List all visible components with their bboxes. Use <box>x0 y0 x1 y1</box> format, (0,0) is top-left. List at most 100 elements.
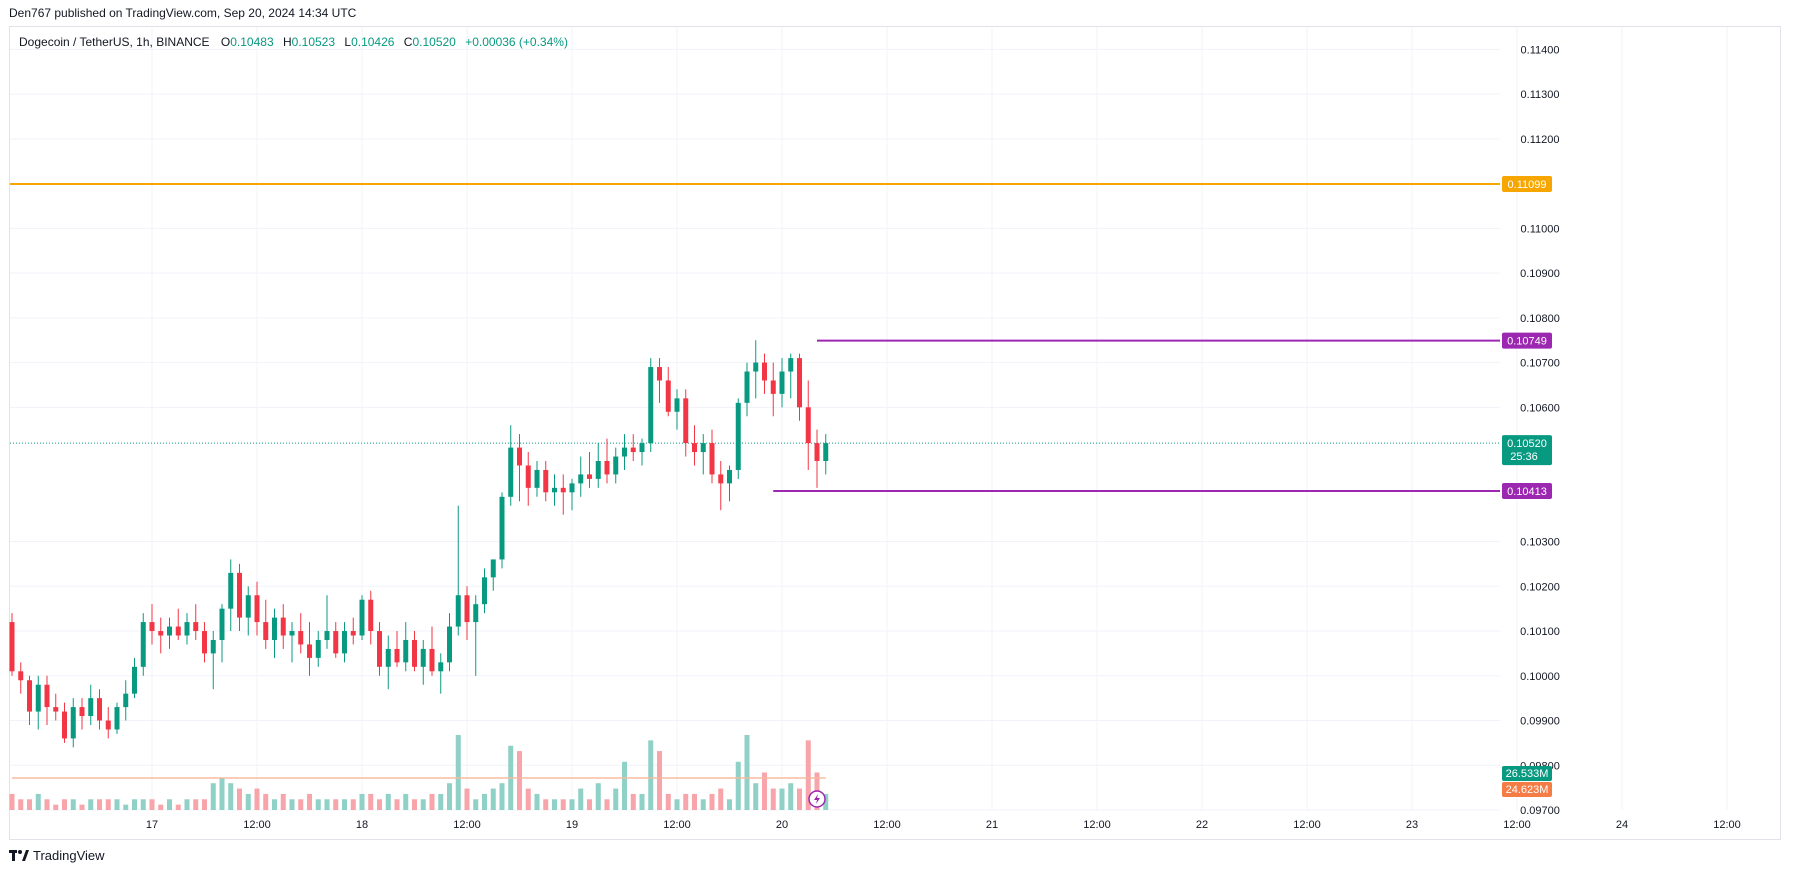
volume-bar <box>657 751 662 810</box>
candle-body <box>88 698 94 717</box>
volume-bar <box>35 793 41 810</box>
candle-body <box>482 577 487 605</box>
price-tick-label: 0.09700 <box>1520 805 1560 817</box>
candle-body <box>175 626 181 636</box>
candle-body <box>368 599 374 632</box>
volume-bar <box>114 799 120 810</box>
candle-body <box>779 371 785 394</box>
candle-body <box>9 622 15 672</box>
volume-tag <box>1502 782 1552 797</box>
time-axis: 17 12:00 18 12:00 19 12:00 20 12:00 21 12:00 22 12:… <box>146 819 1741 831</box>
price-tick-label: 0.09900 <box>1520 716 1560 728</box>
candle-body <box>184 622 190 636</box>
candle-body <box>79 707 85 717</box>
candle-body <box>237 572 242 618</box>
volume-bar <box>167 799 172 810</box>
resistance-value: 0.11099 <box>1508 179 1547 191</box>
tradingview-brand[interactable]: TradingView <box>9 848 105 863</box>
candle-body <box>315 639 321 658</box>
volume-bar <box>123 804 129 810</box>
candle-body <box>630 447 636 453</box>
volume-bar <box>97 799 102 810</box>
candle-body <box>814 443 820 462</box>
candle-body <box>490 559 496 578</box>
volume-bar <box>718 788 724 810</box>
volume-bar <box>779 788 785 810</box>
volume-bar <box>700 799 706 810</box>
volume-bar <box>193 799 199 810</box>
volume-bar <box>79 804 85 810</box>
candle-body <box>709 443 715 475</box>
close-label: C <box>403 35 413 49</box>
volume-bar <box>805 740 811 810</box>
candle-body <box>700 443 706 453</box>
low-value: 0.10426 <box>351 35 395 49</box>
price-tick-label: 0.10300 <box>1520 537 1560 549</box>
candle-body <box>35 684 41 712</box>
resistance-tag <box>1502 176 1552 193</box>
volume-bar <box>552 799 557 810</box>
time-tick-label: 23 <box>1406 819 1418 831</box>
candle-body <box>167 626 172 636</box>
volume-bar <box>639 793 645 810</box>
candle-body <box>665 380 671 412</box>
volume-bar <box>403 793 409 810</box>
candle-body <box>114 707 120 730</box>
price-tick-label: 0.11400 <box>1521 44 1560 56</box>
candle-body <box>438 662 444 672</box>
candle-body <box>753 362 759 372</box>
symbol-name[interactable]: Dogecoin / TetherUS, 1h, BINANCE <box>19 35 210 49</box>
price-tick-label: 0.10200 <box>1520 581 1560 593</box>
candle-body <box>359 599 365 636</box>
candle-body <box>62 711 67 739</box>
candle-body <box>534 469 540 488</box>
volume-bar <box>62 799 67 810</box>
volume-value: 26.533M <box>1506 768 1549 780</box>
candle-body <box>210 639 216 654</box>
volume-bar <box>298 799 304 810</box>
volume-bar <box>665 793 671 810</box>
volume-bar <box>683 793 689 810</box>
candle-body <box>823 443 829 462</box>
candle-body <box>657 367 662 381</box>
candle-body <box>447 626 452 663</box>
levels <box>10 183 1500 492</box>
volume-bar <box>272 799 277 810</box>
volume-bar <box>140 799 146 810</box>
volume-bar <box>753 783 759 810</box>
volume-bar <box>9 793 15 810</box>
candle-body <box>797 358 802 408</box>
volume-bar <box>464 788 470 810</box>
open-label: O <box>220 35 231 49</box>
candle-body <box>105 720 111 730</box>
candle-body <box>193 622 199 632</box>
volume-bar <box>237 788 242 810</box>
volume-bar <box>132 799 137 810</box>
time-tick-label: 12:00 <box>1503 819 1531 831</box>
candle-body <box>298 631 304 645</box>
candle-body <box>560 487 566 493</box>
candle-body <box>403 639 409 663</box>
volume-bar <box>674 799 680 810</box>
chart-frame <box>9 26 1781 840</box>
time-tick-label: 21 <box>986 819 998 831</box>
candles <box>9 340 829 808</box>
volume-bar <box>385 793 391 810</box>
volume-bar <box>280 793 286 810</box>
volume-value: 24.623M <box>1506 784 1549 796</box>
volume-bar <box>263 793 269 810</box>
volume-bar <box>482 793 487 810</box>
volume-bar <box>797 788 802 810</box>
time-tick-label: 12:00 <box>243 819 271 831</box>
candle-body <box>735 402 741 470</box>
volume-bar <box>735 761 741 810</box>
high-label: H <box>282 35 292 49</box>
volume-bar <box>175 804 181 810</box>
candle-body <box>385 648 391 667</box>
volume-bar <box>368 793 374 810</box>
volume-bar <box>517 751 522 810</box>
volume-bar <box>622 761 627 810</box>
volume-bar <box>709 793 715 810</box>
